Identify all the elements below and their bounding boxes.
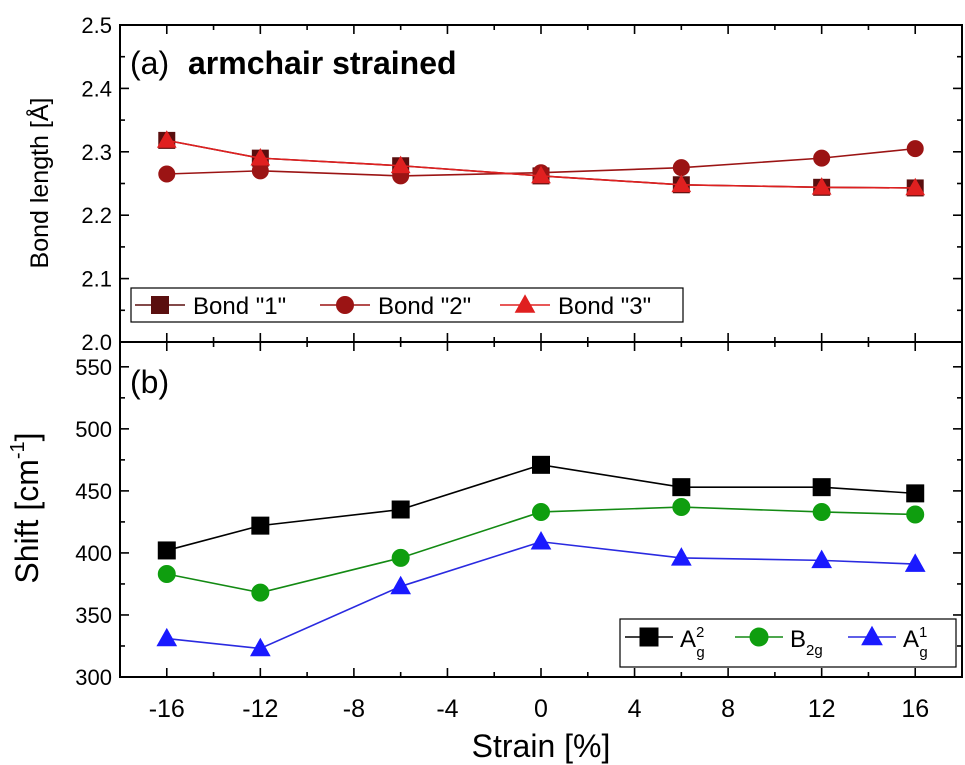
data-point (905, 177, 926, 196)
legend-marker (749, 627, 769, 647)
data-point (670, 547, 692, 566)
panel-a: (a) armchair strained Bond length [Å] 2.… (24, 13, 963, 355)
legend-marker (639, 627, 659, 647)
panel-a-y-axis-label: Bond length [Å] (24, 98, 54, 269)
data-point (390, 155, 411, 174)
x-tick-label: 16 (901, 695, 929, 723)
data-point (906, 505, 925, 524)
data-point (906, 484, 925, 503)
data-point (813, 149, 831, 167)
legend-marker (336, 296, 354, 314)
legend-marker (861, 625, 883, 646)
legend-box (619, 618, 957, 668)
data-point (904, 553, 926, 572)
legend-label: Bond "2" (378, 293, 471, 320)
data-point (531, 165, 551, 184)
data-point (250, 148, 271, 166)
legend-box (130, 287, 684, 323)
legend-label-sub: g (696, 644, 704, 661)
x-tick-label: 0 (534, 695, 548, 723)
data-point (251, 516, 270, 535)
data-point (812, 478, 831, 497)
y-tick-label: 2.5 (81, 13, 112, 38)
panel-a-title: armchair strained (188, 45, 457, 81)
x-tick-label: 12 (808, 695, 836, 723)
panel-b: (b) Shift [cm-1] Strain [%] 300350400450… (7, 341, 963, 764)
data-point (391, 548, 410, 567)
legend-label: A1 g (903, 624, 928, 661)
legend-label-sub: 2g (806, 642, 823, 659)
legend-label-base: A (680, 626, 696, 653)
legend-label-sub: g (919, 644, 927, 661)
data-point (251, 583, 270, 602)
data-point (156, 130, 177, 148)
legend-marker (514, 294, 536, 313)
x-tick-label: 8 (721, 695, 735, 723)
y-axis-label-sup: -1 (7, 441, 29, 459)
panel-a-letter: (a) (130, 45, 169, 81)
x-tick-label: 4 (628, 695, 642, 723)
data-point (812, 502, 831, 521)
legend-label: B2g (790, 626, 823, 659)
data-point (672, 498, 691, 517)
y-tick-label: 500 (75, 417, 112, 442)
legend-label: Bond "1" (193, 293, 286, 320)
legend-label-sup: 2 (696, 624, 704, 641)
y-tick-label: 2.1 (81, 267, 112, 292)
panel-a-label: (a) armchair strained (130, 45, 457, 81)
x-axis-label: Strain [%] (472, 728, 611, 764)
x-tick-label: -12 (242, 695, 278, 723)
data-point (158, 165, 176, 183)
data-point (906, 140, 924, 158)
data-point (532, 455, 550, 474)
legend-label: Bond "3" (558, 293, 651, 320)
data-point (157, 541, 176, 560)
x-tick-label: -4 (436, 695, 458, 723)
y-tick-label: 450 (75, 479, 112, 504)
y-tick-label: 400 (75, 541, 112, 566)
panel-a-legend: Bond "1" Bond "2" Bond "3" (130, 287, 684, 323)
data-point (391, 500, 410, 519)
data-point (672, 159, 690, 177)
panel-a-ticks: 2.0 2.1 2.2 2.3 2.4 2.5 (81, 13, 963, 355)
data-point (390, 575, 412, 595)
data-point (249, 637, 271, 657)
panel-a-plot (156, 130, 926, 197)
panel-b-label: (b) (130, 364, 169, 400)
y-tick-label: 350 (75, 603, 112, 628)
legend-marker (151, 296, 169, 314)
y-tick-label: 2.0 (81, 330, 112, 355)
y-tick-label: 2.3 (81, 140, 112, 165)
legend-label-base: A (903, 626, 919, 653)
y-tick-label: 2.4 (81, 76, 112, 101)
x-tick-label: -8 (343, 695, 365, 723)
x-tick-label: -16 (149, 695, 185, 723)
y-axis-label-part: ] (9, 432, 45, 441)
y-axis-label-part: Shift [cm (9, 459, 45, 583)
legend-label-base: B (790, 626, 806, 653)
data-point (811, 549, 833, 569)
data-point (530, 531, 552, 550)
data-point (157, 565, 176, 584)
legend-label: A2 g (680, 624, 705, 661)
data-point (532, 502, 550, 521)
panel-b-plot (156, 455, 926, 657)
panel-b-y-axis-label: Shift [cm-1] (7, 432, 45, 583)
y-tick-label: 300 (75, 665, 112, 690)
legend-label-sup: 1 (919, 624, 927, 641)
panel-b-legend: A2 g B2g A1 g (619, 618, 957, 668)
data-point (156, 627, 178, 647)
data-point (672, 478, 691, 497)
y-tick-label: 550 (75, 355, 112, 380)
y-tick-label: 2.2 (81, 203, 112, 228)
data-point (671, 174, 692, 193)
data-point (811, 177, 832, 195)
